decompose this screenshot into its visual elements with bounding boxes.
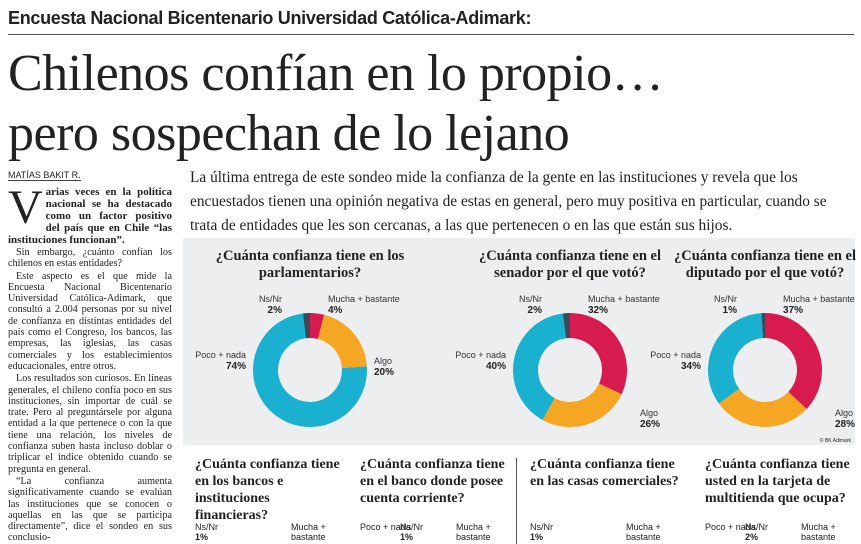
legend-label: Ns/Nr <box>519 294 542 304</box>
label: Poco + nada <box>360 522 411 532</box>
label: Mucha + bastante <box>291 522 326 542</box>
label: Mucha + bastante <box>456 522 491 542</box>
donut-segment <box>513 313 566 420</box>
chart-title: ¿Cuánta confianza tiene en el diputado p… <box>673 248 857 281</box>
label: 1% <box>195 532 209 542</box>
label: 2% <box>745 532 759 542</box>
headline: pero sospechan de lo lejano <box>8 105 570 162</box>
rule <box>8 34 854 35</box>
headline: Chilenos confían en lo propio… <box>8 45 664 102</box>
donut-segment <box>718 388 807 427</box>
value-label: 74% <box>226 361 246 372</box>
donut-segment <box>761 313 765 339</box>
value-label: 20% <box>374 367 394 378</box>
chart-title: ¿Cuánta confianza tiene en los parlament… <box>215 248 405 281</box>
question: ¿Cuánta confianza tiene en las casas com… <box>530 457 679 489</box>
label: Ns/Nr <box>745 522 768 532</box>
legend-label: Algo <box>640 408 658 418</box>
donut-segment <box>302 313 310 339</box>
legend-label: Algo <box>374 356 392 366</box>
legend-label: Algo <box>835 408 853 418</box>
value-label: 2% <box>528 305 543 316</box>
donut-segment <box>570 313 627 395</box>
legend-label: Poco + nada <box>455 350 506 360</box>
legend-label: Mucha + bastante <box>588 294 660 304</box>
label: Mucha + bastante <box>626 522 661 542</box>
label: Poco + nada <box>705 522 756 532</box>
value-label: 26% <box>640 419 660 430</box>
donut-segment <box>708 313 763 404</box>
kicker: Encuesta Nacional Bicentenario Universid… <box>8 8 532 28</box>
donut-segment <box>310 313 325 340</box>
value-label: 40% <box>486 361 506 372</box>
value-label: 28% <box>835 419 855 430</box>
donut-segment <box>765 313 822 410</box>
drop-cap: V <box>8 181 43 234</box>
value-label: 34% <box>681 361 701 372</box>
legend-label: Ns/Nr <box>714 294 737 304</box>
donut-segment <box>562 313 570 339</box>
paragraph: Sin embargo, ¿cuánto confían los chileno… <box>8 247 172 270</box>
label: Ns/Nr <box>530 522 553 532</box>
label: Mucha + bastante <box>801 522 836 542</box>
donut-segment <box>317 314 367 368</box>
lede-text: arias veces en la política nacional se h… <box>8 186 172 246</box>
legend-label: Mucha + bastante <box>328 294 400 304</box>
byline: MATÍAS BAKIT R. <box>8 170 81 181</box>
donut-segment <box>253 313 367 427</box>
chart-panel: Mucha + bastante 4% Algo 20% Poco + nada 74% N… <box>183 238 856 445</box>
intro: La última entrega de este sondeo mide la… <box>190 169 827 234</box>
label: Ns/Nr <box>400 522 423 532</box>
source: © BK Adimark <box>819 438 851 444</box>
legend-label: Mucha + bastante <box>783 294 855 304</box>
label: 1% <box>530 532 544 542</box>
label: Ns/Nr <box>195 522 218 532</box>
value-label: 2% <box>268 305 283 316</box>
legend-label: Ns/Nr <box>259 294 282 304</box>
question: ¿Cuánta confianza tiene usted en la tarj… <box>705 457 850 506</box>
value-label: 32% <box>588 305 608 316</box>
value-label: 1% <box>723 305 738 316</box>
question: ¿Cuánta confianza tiene en los bancos e … <box>195 457 340 523</box>
legend-label: Poco + nada <box>650 350 701 360</box>
paragraph: Este aspecto es el que mide la Encuesta … <box>8 270 172 372</box>
paragraph: “La confianza aumenta significativamente… <box>8 475 172 544</box>
donut-segment <box>542 383 622 427</box>
question: ¿Cuánta confianza tiene en el banco dond… <box>360 457 505 506</box>
divider <box>516 458 517 544</box>
label: 1% <box>400 532 414 542</box>
chart-title: ¿Cuánta confianza tiene en el senador po… <box>478 248 662 281</box>
paragraph: Los resultados son curiosos. En líneas g… <box>8 373 172 475</box>
value-label: 4% <box>328 305 343 316</box>
value-label: 37% <box>783 305 803 316</box>
legend-label: Poco + nada <box>195 350 246 360</box>
